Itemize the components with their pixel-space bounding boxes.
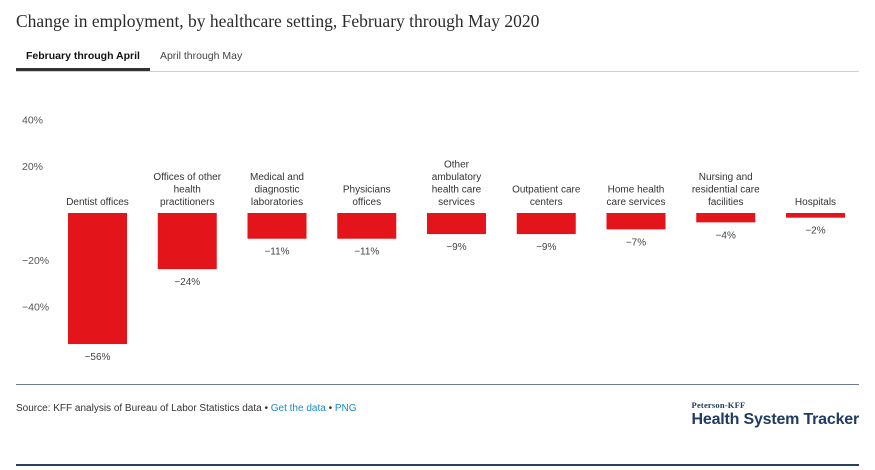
- y-axis: 40% 20% −20% −40%: [22, 114, 49, 313]
- bottom-divider: [16, 464, 859, 466]
- data-label: −9%: [446, 242, 466, 253]
- bar[interactable]: [606, 213, 666, 230]
- bar-chart: 40% 20% −20% −40% −56% Dentist offices −24% Of…: [22, 114, 845, 363]
- bar[interactable]: [516, 213, 576, 235]
- bar[interactable]: [157, 213, 217, 270]
- category-label: Nursing and residential care facilities: [692, 172, 760, 208]
- y-tick-label: −40%: [22, 302, 49, 314]
- category-label: Outpatient care centers: [512, 185, 581, 209]
- data-label: −11%: [354, 247, 379, 258]
- data-label: −9%: [536, 242, 556, 253]
- data-label: −24%: [174, 277, 200, 288]
- category-label: Home health care services: [607, 185, 666, 209]
- separator: •: [261, 403, 271, 414]
- bar[interactable]: [696, 213, 756, 223]
- category-label: Offices of other health practitioners: [153, 172, 221, 208]
- tab-bar: February through April April through May: [16, 44, 859, 72]
- source-text: Source: KFF analysis of Bureau of Labor …: [16, 403, 262, 414]
- bars: −56% Dentist offices −24% Offices of other h…: [66, 160, 845, 363]
- category-label: Medical and diagnostic laboratories: [250, 172, 304, 208]
- bar[interactable]: [337, 213, 397, 239]
- bar[interactable]: [786, 213, 845, 218]
- chart-title: Change in employment, by healthcare sett…: [16, 11, 540, 31]
- y-tick-label: 40%: [22, 114, 43, 126]
- y-tick-label: 20%: [22, 161, 43, 173]
- y-tick-label: −20%: [22, 255, 49, 267]
- category-label: Dentist offices: [66, 197, 129, 208]
- data-label: −4%: [716, 230, 736, 241]
- get-the-data-link[interactable]: Get the data: [270, 403, 326, 414]
- bar[interactable]: [427, 213, 486, 235]
- source-note: Source: KFF analysis of Bureau of Labor …: [16, 403, 357, 414]
- tab-april-through-may[interactable]: April through May: [159, 50, 243, 62]
- category-label: Hospitals: [795, 197, 836, 208]
- data-label: −56%: [85, 352, 111, 363]
- bar[interactable]: [68, 213, 127, 345]
- category-label: Other ambulatory health care services: [432, 160, 482, 209]
- tab-february-through-april[interactable]: February through April: [16, 44, 150, 71]
- brand-line-2: Health System Tracker: [691, 411, 860, 428]
- bar[interactable]: [247, 213, 307, 239]
- data-label: −2%: [805, 226, 825, 237]
- chart-divider: [16, 384, 859, 385]
- data-label: −7%: [626, 237, 646, 248]
- brand-logo[interactable]: Peterson-KFF Health System Tracker: [691, 400, 860, 429]
- png-link[interactable]: PNG: [334, 403, 357, 414]
- category-label: Physicians offices: [343, 185, 391, 209]
- brand-line-1: Peterson-KFF: [691, 400, 746, 410]
- separator: •: [325, 403, 335, 414]
- data-label: −11%: [264, 247, 289, 258]
